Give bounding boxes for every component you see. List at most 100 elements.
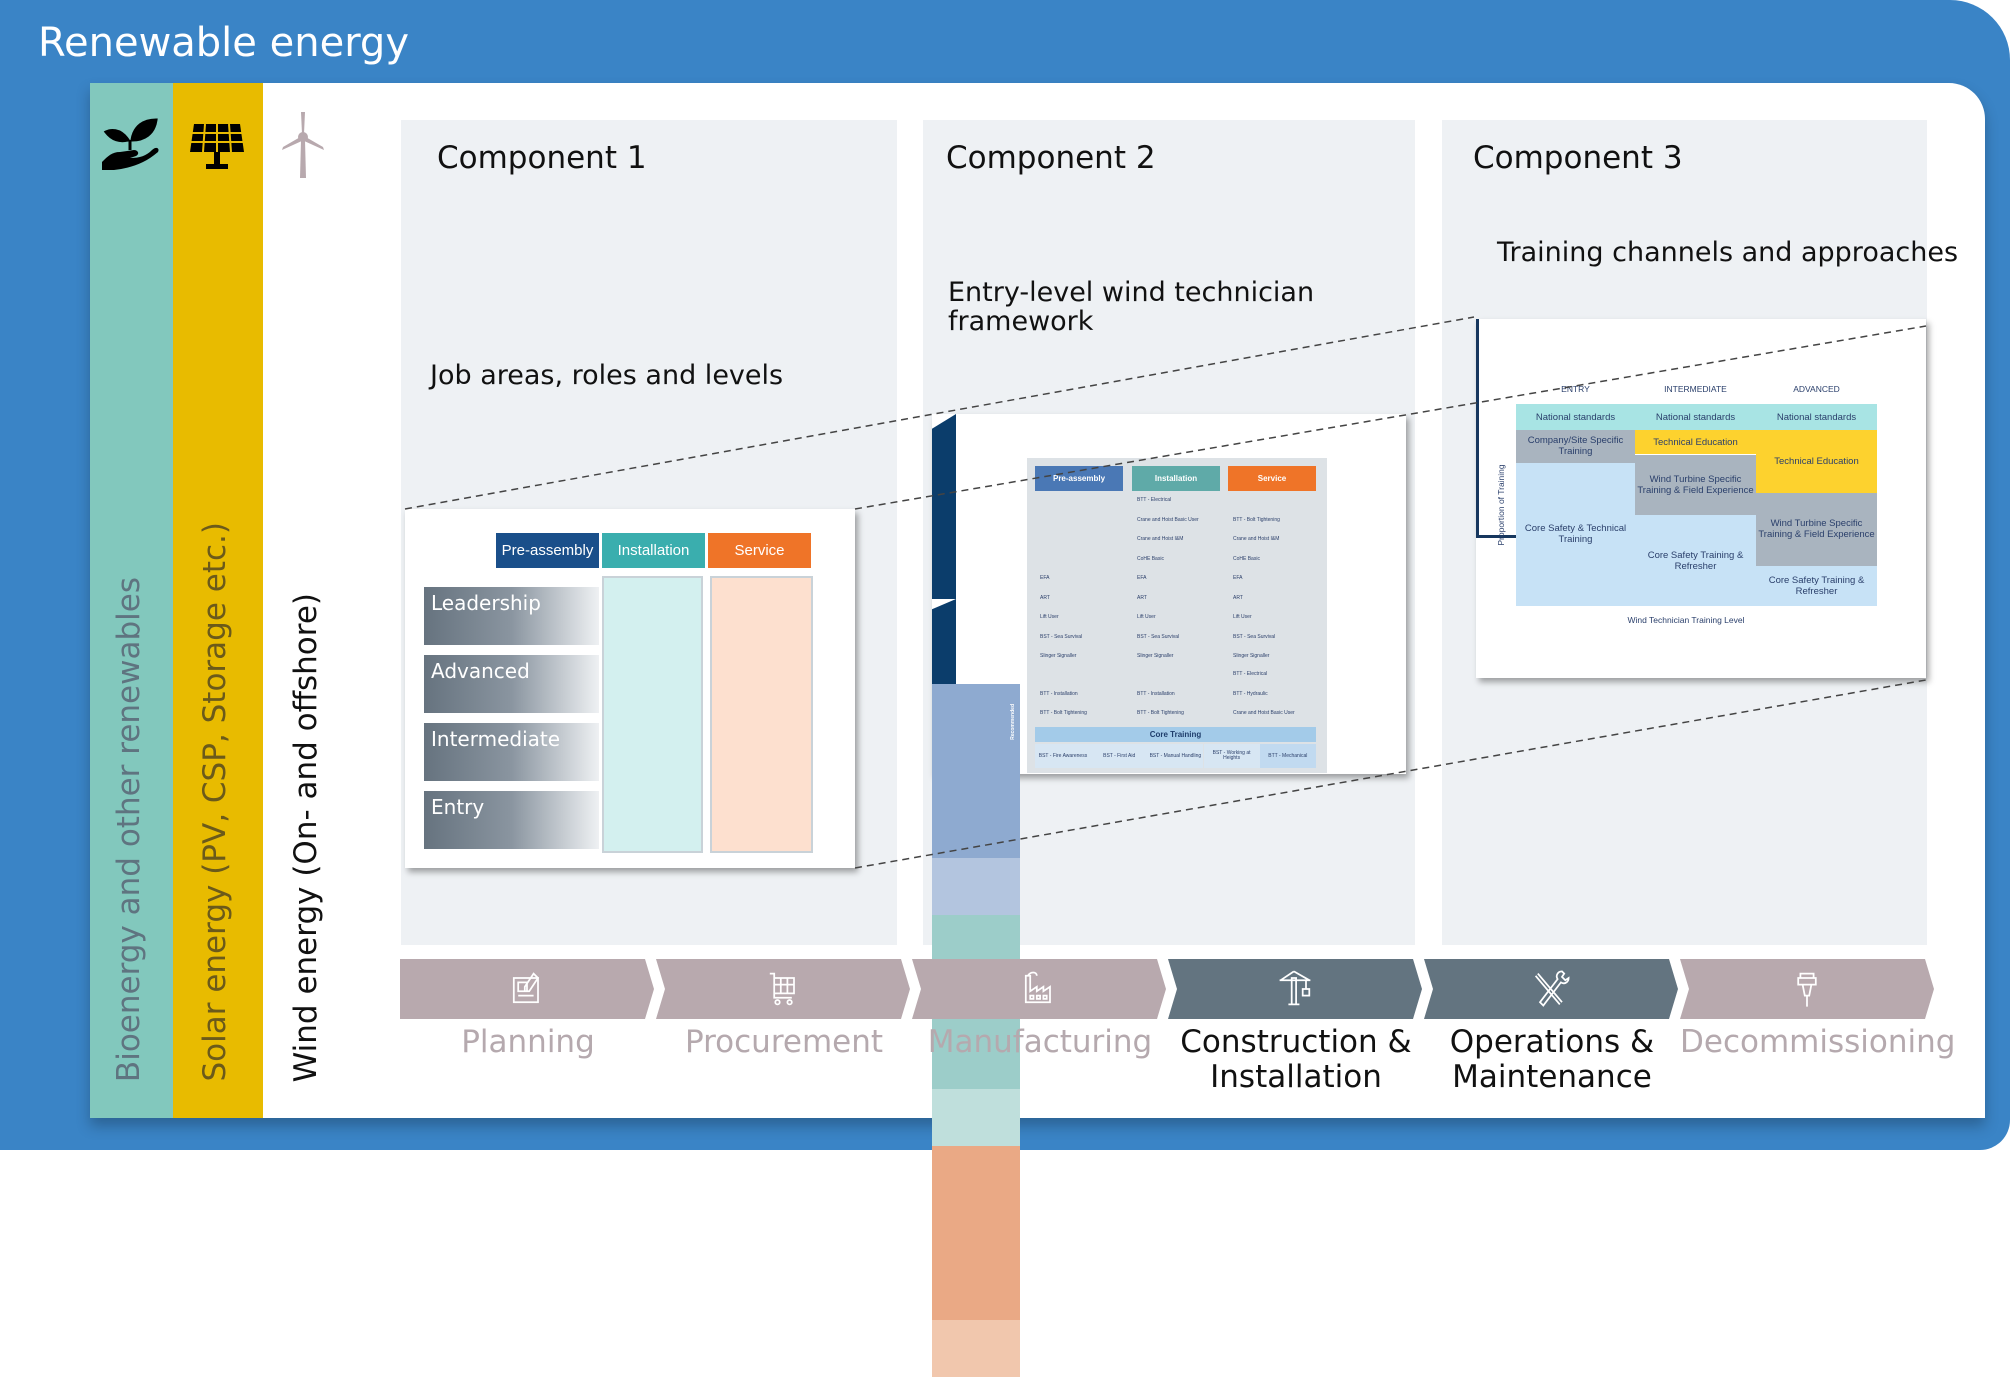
chart-category-label: ENTRY: [1561, 383, 1590, 394]
value-chain-step-operations[interactable]: [1424, 959, 1678, 1019]
task-specific-bar: [932, 414, 956, 599]
planning-icon: [505, 967, 549, 1011]
value-chain-label: Manufacturing: [927, 1024, 1153, 1060]
framework-item: EFA: [1233, 575, 1243, 581]
chart-segment: Core Safety Training & Refresher: [1635, 515, 1756, 606]
service-column: [710, 576, 813, 853]
framework-item: ART: [1040, 594, 1050, 601]
framework-item: Slinger Signaller: [1233, 653, 1270, 659]
component-1-subtitle: Job areas, roles and levels: [430, 360, 784, 391]
hand-plant-icon: [102, 118, 159, 170]
core-training-item: BST - Manual Handling: [1147, 744, 1204, 768]
framework-item: BTT - Bolt Tightening: [1137, 710, 1184, 716]
framework-item: Lift User: [1137, 614, 1156, 620]
framework-item: Slinger Signaller: [1137, 653, 1174, 659]
jackhammer-icon: [1785, 967, 1829, 1011]
x-axis-label: Wind Technician Training Level: [1627, 614, 1745, 625]
component-2-title: Component 2: [946, 140, 1156, 176]
task-specific-column: [932, 684, 1020, 858]
zoom-connector-lines: [404, 316, 1927, 869]
framework-item: Crane and Hoist I&M: [1137, 536, 1184, 542]
recommended-column: [932, 1320, 1020, 1377]
framework-item: BTT - Electrical: [1137, 497, 1172, 503]
recommended-bar: [932, 599, 956, 684]
recommended-column: [932, 1089, 1020, 1146]
framework-item: CoHE Basic: [1137, 555, 1164, 562]
column-header-service: Service: [708, 533, 811, 568]
value-chain-step-procurement[interactable]: [656, 959, 910, 1019]
solar-panel-icon: [190, 123, 244, 169]
framework-item: Slinger Signaller: [1040, 653, 1077, 659]
value-chain-step-decommissioning[interactable]: [1680, 959, 1934, 1019]
framework-item: EFA: [1040, 575, 1050, 581]
framework-item: BST - Sea Survival: [1040, 633, 1083, 640]
chart-segment: Core Safety Training & Refresher: [1756, 565, 1877, 606]
framework-header-service: Service: [1228, 466, 1316, 491]
sector-column-bioenergy: [90, 83, 173, 1118]
framework-item: ART: [1233, 594, 1243, 601]
tools-icon: [1529, 967, 1573, 1011]
framework-item: Lift User: [1040, 614, 1059, 620]
core-training-item: BST - Fire Awareness: [1035, 744, 1091, 768]
chart-segment: Technical Education: [1756, 430, 1877, 493]
training-channels-chart: ENTRY National standards Company/Site Spec…: [1476, 319, 1926, 678]
value-chain-label: Planning: [461, 1024, 595, 1060]
framework-header-pre-assembly: Pre-assembly: [1035, 466, 1123, 491]
core-training-header: Core Training: [1035, 727, 1316, 742]
value-chain-label: Procurement: [684, 1024, 884, 1060]
value-chain-label: Operations & Maintenance: [1449, 1024, 1655, 1095]
chart-segment: Wind Turbine Specific Training & Field E…: [1635, 454, 1756, 516]
framework-card: [1027, 458, 1327, 773]
framework-item: Crane and Hoist Basic User: [1137, 516, 1199, 523]
component-3-subtitle: Training channels and approaches: [1497, 237, 1959, 268]
framework-item: BTT - Bolt Tightening: [1233, 516, 1280, 523]
factory-icon: [1017, 967, 1061, 1011]
component-3-title: Component 3: [1473, 140, 1683, 176]
framework-item: BTT - Electrical: [1233, 671, 1268, 677]
chart-segment: National standards: [1516, 404, 1635, 431]
y-axis: [1476, 319, 1479, 535]
level-entry: Entry: [424, 791, 599, 849]
crane-icon: [1273, 967, 1317, 1011]
sector-column-solar: [173, 83, 263, 1118]
chart-segment: Technical Education: [1635, 430, 1756, 455]
column-header-pre-assembly: Pre-assembly: [496, 533, 599, 568]
framework-item: Crane and Hoist Basic User: [1233, 710, 1295, 716]
recommended-column: [932, 858, 1020, 915]
component-1-title: Component 1: [437, 140, 647, 176]
installation-column: [602, 576, 703, 853]
value-chain-step-construction[interactable]: [1168, 959, 1422, 1019]
core-training-item: BST - First Aid: [1091, 744, 1148, 768]
value-chain-label: Decommissioning: [1680, 1024, 1956, 1060]
shopping-cart-icon: [761, 967, 805, 1011]
chart-segment: Company/Site Specific Training: [1516, 430, 1635, 463]
value-chain-step-manufacturing[interactable]: [912, 959, 1166, 1019]
column-header-installation: Installation: [602, 533, 705, 568]
chart-category-label: INTERMEDIATE: [1664, 383, 1727, 394]
framework-item: BTT - Installation: [1040, 690, 1078, 697]
chart-category-label: ADVANCED: [1793, 383, 1840, 394]
framework-item: BST - Sea Survival: [1233, 633, 1276, 640]
value-chain-step-planning[interactable]: [400, 959, 654, 1019]
level-leadership: Leadership: [424, 587, 599, 645]
level-intermediate: Intermediate: [424, 723, 599, 781]
framework-item: BST - Sea Survival: [1137, 633, 1180, 640]
chart-segment: Core Safety & Technical Training: [1516, 462, 1635, 606]
framework-header-installation: Installation: [1132, 466, 1220, 491]
level-advanced: Advanced: [424, 655, 599, 713]
chart-segment: National standards: [1756, 404, 1877, 431]
chart-segment: National standards: [1635, 404, 1756, 431]
framework-item: BTT - Hydraulic: [1233, 690, 1268, 697]
component-2-subtitle: Entry-level wind technician framework: [948, 277, 1315, 337]
framework-item: ART: [1137, 594, 1147, 601]
framework-item: EFA: [1137, 575, 1147, 581]
chart-segment: Wind Turbine Specific Training & Field E…: [1756, 492, 1877, 566]
framework-item: Lift User: [1233, 614, 1252, 620]
framework-item: BTT - Bolt Tightening: [1040, 710, 1087, 716]
value-chain-label: Construction & Installation: [1180, 1024, 1412, 1095]
job-levels-figure: Pre-assembly Installation Service Leadershi…: [405, 509, 855, 868]
wind-turbine-icon: [282, 112, 324, 178]
core-training-item: BTT - Mechanical: [1259, 744, 1316, 768]
framework-item: Crane and Hoist I&M: [1233, 536, 1280, 542]
core-training-item: BST - Working at Heights: [1203, 744, 1260, 768]
